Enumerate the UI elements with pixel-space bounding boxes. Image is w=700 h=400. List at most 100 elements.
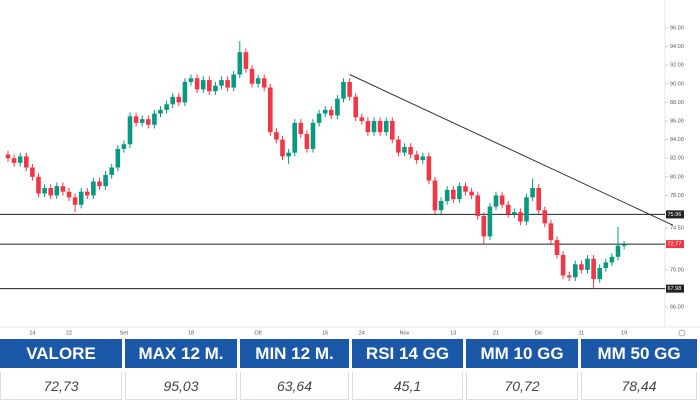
candle-body — [42, 187, 47, 194]
candle-body — [207, 80, 212, 92]
y-tick-label: 86.00 — [670, 118, 684, 124]
y-tick-label: 90.00 — [670, 81, 684, 87]
candle-body — [621, 244, 627, 246]
header-cell: MM 10 GG — [466, 339, 578, 368]
candle-body — [554, 240, 560, 255]
value-row: 72,73 95,03 63,64 45,1 70,72 78,44 — [0, 372, 700, 400]
candle-body — [164, 104, 169, 110]
x-tick-label: 19 — [621, 330, 627, 336]
candle-body — [310, 122, 316, 149]
y-tick-label: 70.00 — [670, 267, 684, 273]
value-cell: 95,03 — [125, 372, 237, 400]
candle-body — [432, 180, 438, 211]
candle-body — [371, 121, 377, 133]
candle-body — [377, 121, 383, 133]
candle-body — [274, 132, 279, 140]
settings-icon[interactable] — [678, 329, 686, 337]
candle-body — [603, 262, 609, 268]
x-tick-label: 18 — [188, 330, 194, 336]
level-tag — [666, 284, 684, 293]
candle-body — [341, 81, 346, 99]
y-tick-label: 94.00 — [670, 44, 684, 50]
candle-body — [200, 80, 206, 90]
candle-body — [158, 109, 163, 114]
candle-body — [194, 78, 200, 90]
candle-body — [408, 147, 413, 155]
candle-body — [390, 121, 395, 140]
x-tick-label: 22 — [66, 330, 72, 336]
y-tick-label: 66.00 — [670, 305, 684, 311]
header-row: VALORE MAX 12 M. MIN 12 M. RSI 14 GG MM 10 G… — [0, 339, 700, 368]
candle-body — [188, 78, 194, 82]
candle-body — [475, 195, 480, 216]
candle-body — [146, 119, 151, 125]
candle-body — [243, 52, 249, 69]
stats-table: VALORE MAX 12 M. MIN 12 M. RSI 14 GG MM 10 G… — [0, 339, 700, 400]
level-label: 72.77 — [668, 242, 682, 248]
candle-body — [426, 156, 432, 181]
candle-body — [213, 85, 218, 92]
y-tick-label: 82.00 — [670, 156, 684, 162]
y-tick-label: 96.00 — [670, 25, 684, 31]
candle-body — [566, 275, 572, 278]
candle-body — [347, 81, 352, 97]
candle-body — [420, 156, 426, 161]
candle-body — [17, 156, 23, 163]
candle-body — [469, 191, 474, 196]
candle-body — [60, 186, 66, 192]
candle-body — [109, 167, 114, 175]
x-tick-label: 21 — [493, 330, 499, 336]
x-tick-label: 24 — [359, 330, 365, 336]
x-tick-label: 11 — [579, 330, 585, 336]
y-tick-label: 78.00 — [670, 193, 684, 199]
candle-body — [286, 152, 291, 157]
value-cell: 72,73 — [0, 372, 122, 400]
x-tick-label: Ott — [254, 330, 262, 336]
candle-body — [579, 264, 584, 270]
candle-body — [359, 117, 365, 122]
y-tick-label: 88.00 — [670, 100, 684, 106]
candle-body — [573, 264, 578, 278]
candle-body — [170, 96, 175, 105]
candle-body — [97, 181, 102, 187]
candle-body — [127, 116, 133, 145]
candle-body — [353, 96, 358, 118]
candle-body — [383, 121, 389, 133]
y-tick-label: 74.50 — [670, 225, 684, 231]
candle-body — [255, 78, 261, 84]
candle-body — [24, 156, 29, 168]
candle-body — [280, 139, 285, 157]
x-tick-label: Set — [120, 330, 129, 336]
value-cell: 78,44 — [581, 372, 697, 400]
candle-body — [329, 109, 334, 116]
candle-body — [512, 212, 517, 215]
x-tick-label: 16 — [322, 330, 328, 336]
header-cell: MAX 12 M. — [125, 339, 237, 368]
candle-body — [615, 245, 621, 257]
candle-body — [115, 148, 121, 168]
candle-body — [78, 191, 84, 205]
candle-body — [396, 139, 401, 153]
level-tag — [666, 240, 684, 249]
trendline — [349, 74, 674, 226]
candle-body — [591, 258, 596, 280]
candle-body — [536, 187, 541, 211]
value-cell: 63,64 — [240, 372, 349, 400]
candle-body — [249, 68, 255, 84]
candle-body — [585, 258, 590, 270]
candle-body — [518, 212, 523, 222]
x-tick-label: Nov — [400, 330, 410, 336]
candle-body — [530, 187, 535, 198]
candle-body — [402, 147, 407, 153]
candle-body — [219, 80, 224, 86]
candle-body — [139, 119, 145, 123]
candle-body — [133, 116, 139, 123]
value-cell: 45,1 — [352, 372, 463, 400]
candle-body — [121, 144, 127, 149]
header-cell: RSI 14 GG — [352, 339, 463, 368]
candle-body — [548, 223, 554, 241]
candle-body — [524, 197, 529, 222]
candle-body — [335, 98, 340, 116]
candle-body — [182, 81, 188, 103]
candle-body — [292, 122, 297, 153]
